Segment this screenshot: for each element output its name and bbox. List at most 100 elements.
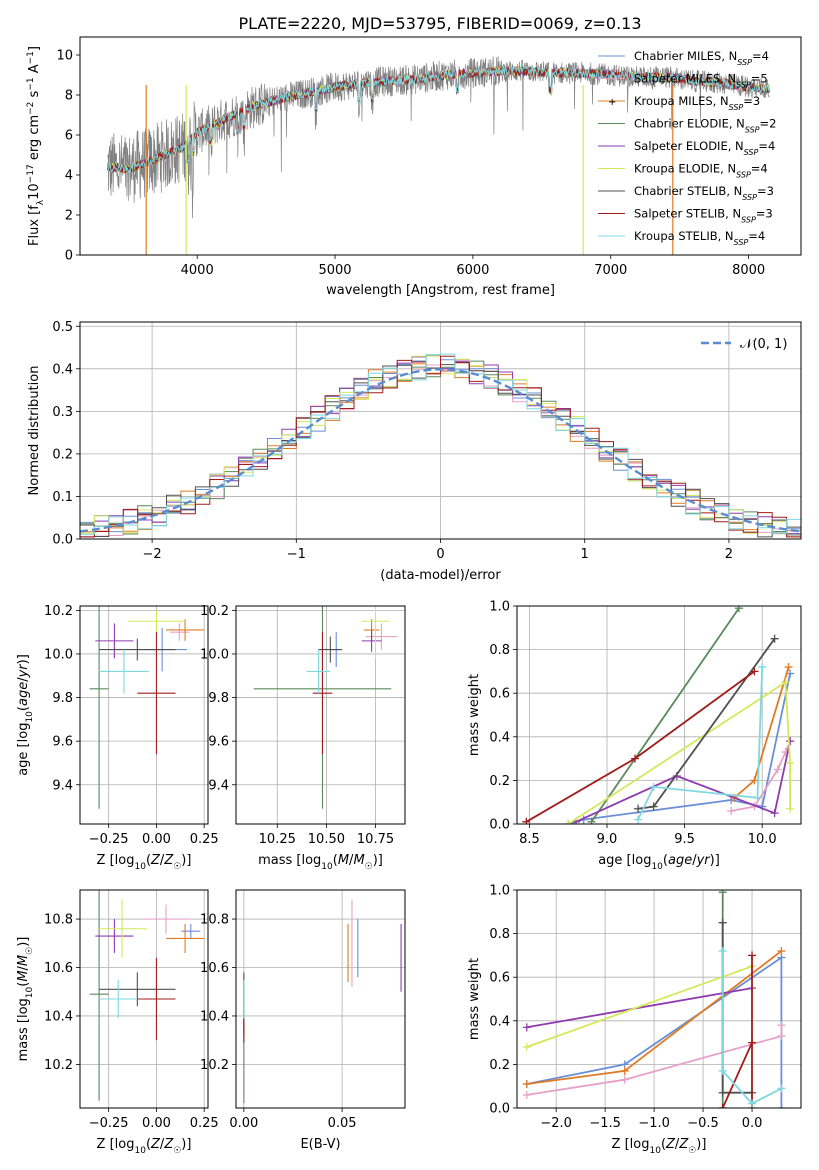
- y-tick-label: 10.4: [44, 1009, 73, 1024]
- x-tick-label: 8.5: [519, 832, 540, 847]
- plot-area: [243, 899, 402, 1104]
- axis-label-part: (: [663, 853, 668, 868]
- weight-marker: [770, 634, 779, 643]
- x-tick-label: 1: [581, 547, 589, 562]
- y-tick-label: 0.8: [489, 927, 510, 942]
- axis-label-part: age [log: [598, 853, 651, 868]
- y-tick-label: 0: [65, 249, 73, 264]
- plot-area: [253, 606, 398, 809]
- weight-marker: [773, 765, 782, 774]
- y-tick-label: 10.2: [44, 1058, 73, 1073]
- axis-label-part: ☉: [25, 947, 35, 955]
- weight-marker: [718, 947, 727, 956]
- errorbar-point: [312, 632, 333, 755]
- x-tick-label: 9.5: [674, 832, 695, 847]
- weight-marker: [634, 815, 643, 824]
- y-tick-label: 0.4: [489, 730, 510, 745]
- y-tick-label: 10.0: [44, 647, 73, 662]
- axis-label-part: M: [16, 955, 31, 966]
- axes-frame: [79, 605, 209, 825]
- weight-marker: [748, 951, 757, 960]
- y-tick-label: 9.6: [52, 735, 73, 750]
- axis-label-part: −1: [26, 51, 36, 64]
- axis-label-part: (: [333, 853, 338, 868]
- model-spectrum: [107, 64, 770, 174]
- y-tick-label: 0.2: [489, 774, 510, 789]
- weight-series-line: [590, 607, 740, 823]
- legend-entry: Chabrier ELODIE, NSSP=2: [634, 117, 776, 135]
- weight-marker: [634, 804, 643, 813]
- axis-label-part: /: [160, 1137, 165, 1152]
- y-tick-label: 10.6: [200, 961, 229, 976]
- legend-entry-nssp: =4: [758, 139, 775, 153]
- errorbar-point: [165, 619, 205, 641]
- errorbar-point: [361, 629, 382, 652]
- axis-label-part: Z: [150, 1137, 161, 1152]
- x-tick-label: 0.0: [742, 1116, 763, 1131]
- axis-label-part: mass [log: [16, 998, 31, 1061]
- axis-label-part: )]: [373, 853, 383, 868]
- axis-label-part: mass [log: [258, 853, 321, 868]
- weight-marker: [734, 606, 743, 613]
- axis-label-part: λ: [36, 199, 46, 205]
- y-tick-label: 0.6: [489, 971, 510, 986]
- errorbar-point: [306, 649, 331, 694]
- axis-label-part: age: [668, 853, 692, 868]
- axis-label-part: s: [27, 90, 42, 101]
- x-tick-label: 10.75: [357, 832, 394, 847]
- errorbar-point: [181, 923, 201, 939]
- weight-marker: [777, 1104, 786, 1108]
- grid: [80, 606, 208, 824]
- weight-marker: [758, 663, 767, 672]
- axes-frame: [516, 889, 802, 1109]
- x-tick-label: −2: [143, 547, 162, 562]
- plot-area: [107, 56, 770, 255]
- axis-label-part: Z [log: [612, 1137, 650, 1152]
- axis-label-part: Flux [f: [27, 205, 42, 246]
- x-tick-label: −1.5: [589, 1116, 621, 1131]
- legend-marker: +: [608, 97, 616, 108]
- axis-label-part: )]: [181, 853, 191, 868]
- axis-label-part: M: [338, 853, 349, 868]
- errorbar-point: [137, 632, 176, 755]
- errorbar-point: [137, 957, 176, 1041]
- legend-entry-nssp: =4: [751, 162, 768, 176]
- x-tick-label: 0: [436, 547, 444, 562]
- weight-marker: [777, 1032, 786, 1041]
- y-tick-label: 0.4: [489, 1014, 510, 1029]
- x-tick-label: 0.25: [190, 832, 219, 847]
- panel-mass_weight_vs_Z: −2.0 −1.5 −1.0 −0.5 0.0 0.0 0.2 0.4 0.6 0.8 1.0 Z […: [467, 884, 802, 1156]
- axis-label-part: )]: [710, 853, 720, 868]
- weight-series-line: [721, 951, 782, 1105]
- weight-marker: [786, 758, 795, 767]
- y-tick-label: 9.4: [208, 778, 229, 793]
- x-tick-label: 0.00: [142, 832, 171, 847]
- y-tick-label: 6: [65, 129, 73, 144]
- legend-entry: Salpeter MILES, NSSP=5: [634, 72, 768, 90]
- legend-entry: Chabrier MILES, NSSP=4: [634, 49, 769, 67]
- grid: [236, 890, 405, 1108]
- legend-entry: Chabrier STELIB, NSSP=3: [634, 184, 774, 202]
- axis-label-part: ☉: [173, 1146, 181, 1156]
- axes-frame: [235, 605, 406, 825]
- axis-label: age [log10(age/yr)]: [16, 654, 35, 776]
- axis-label-part: )]: [696, 1137, 706, 1152]
- y-tick-label: 0.8: [489, 643, 510, 658]
- weight-marker: [620, 1066, 629, 1075]
- legend-entry-nssp: =4: [752, 49, 769, 63]
- x-tick-label: −1.0: [638, 1116, 670, 1131]
- y-tick-label: 9.8: [208, 691, 229, 706]
- axis-label: Z [log10(Z/Z☉)]: [97, 853, 192, 872]
- axis-label-part: Z: [678, 1137, 689, 1152]
- axis-label-part: Z: [163, 853, 174, 868]
- weight-series-line: [526, 987, 753, 1029]
- weight-marker: [522, 817, 531, 824]
- axis-label-part: (: [16, 982, 31, 987]
- legend-entry-name: Chabrier MILES, N: [634, 49, 737, 63]
- axis-label-part: (: [661, 1137, 666, 1152]
- errorbar-point: [99, 649, 149, 694]
- axis-label-part: M: [16, 970, 31, 981]
- weight-marker: [522, 1042, 531, 1051]
- axis-label-part: Z [log: [97, 1137, 135, 1152]
